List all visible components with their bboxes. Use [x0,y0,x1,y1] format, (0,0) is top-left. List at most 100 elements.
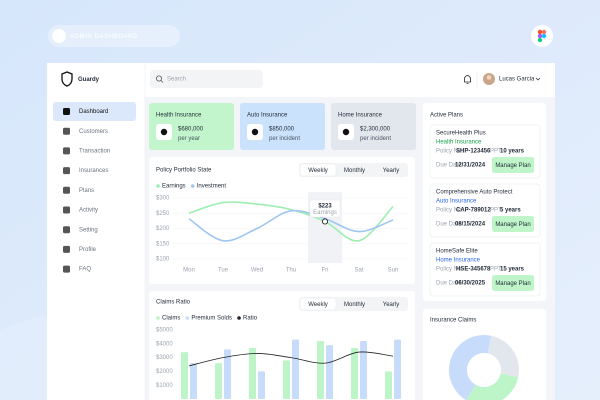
legend-label: Claims [162,316,180,322]
portfolio-panel [149,157,415,284]
portfolio-title: Policy Portfolio State [156,168,212,174]
x-tick-label: Mon [183,268,195,274]
plan-ppt-label: PPT: [490,149,503,155]
legend-swatch [185,316,190,320]
summary-card-title: Health Insurance [156,113,202,119]
summary-card-value: $850,000 [269,127,295,133]
menu-icon [63,147,70,155]
menu-item[interactable]: Dashboard [79,109,108,115]
bell-icon[interactable] [464,75,471,84]
plan-ppt: 5 years [500,208,521,214]
plan-due-label: Due Date: [436,281,463,287]
menu-item[interactable]: FAQ [79,267,91,273]
plan-name: Comprehensive Auto Protect [436,190,513,196]
bar [181,352,188,399]
manage-plan-button[interactable] [492,157,534,173]
tab-active [299,297,337,311]
brand-name: Guardy [78,77,100,83]
y-tick-label: $200 [156,226,170,232]
bar [215,363,222,399]
summary-card-value: $2,300,000 [360,127,391,133]
summary-card-period: per year [178,136,200,142]
menu-item[interactable]: Transaction [79,148,110,154]
bar [394,339,401,399]
manage-plan-label[interactable]: Manage Plan [495,222,530,228]
plan-due-label: Due Date: [436,163,463,169]
menu-item[interactable]: Plans [79,188,94,194]
user-name[interactable]: Lucas Garcia [499,77,535,83]
series-line [188,201,394,242]
manage-plan-button[interactable] [492,275,534,291]
plan-name: HomeSafe Elite [436,249,478,255]
tab[interactable]: Weekly [308,168,328,174]
menu-item[interactable]: Activity [79,208,98,214]
plan-ppt: 15 years [500,267,525,273]
active-plans-title: Active Plans [430,113,463,119]
bar [385,371,392,399]
bar [292,339,299,399]
manage-plan-label[interactable]: Manage Plan [495,163,530,169]
y-tick-label: $4000 [156,341,173,347]
user-menu-chevron[interactable] [535,77,541,81]
plan-policy-no: HSE-345678 [456,267,491,273]
manage-plan-button[interactable] [492,216,534,232]
tooltip-point [321,218,329,225]
summary-card-icon [160,128,168,136]
plan-due-date: 12/31/2024 [455,163,486,169]
bar [258,371,265,399]
summary-card-title: Auto Insurance [247,113,288,119]
plan-due-date: 08/15/2024 [455,222,486,228]
bar [249,347,256,399]
menu-icon [63,167,70,175]
badge [48,25,180,47]
bar [360,341,367,399]
menu-icon [63,108,70,115]
bar [326,345,333,399]
donut-slice [487,335,519,378]
x-tick-label: Fri [322,268,329,274]
figma-icon [537,29,547,43]
tab-active [299,163,337,177]
search-icon [160,80,164,83]
menu-icon [63,127,70,135]
y-tick-label: $300 [156,196,170,202]
y-tick-label: $2000 [156,369,173,375]
tab[interactable]: Yearly [383,302,399,308]
tooltip-series: Earnings [313,210,337,216]
series-line [188,209,394,242]
ratio-line [188,351,394,367]
plan-policy-label: Policy No: [436,149,463,155]
insurance-claims-title: Insurance Claims [430,318,476,324]
summary-card-title: Home Insurance [338,113,383,119]
plan-policy-no: CAP-789012 [456,208,491,214]
plan-due-date: 06/30/2025 [455,281,486,287]
y-tick-label: $100 [156,257,170,263]
y-tick-label: $250 [156,211,170,217]
manage-plan-label[interactable]: Manage Plan [495,281,530,287]
menu-icon [63,186,70,194]
legend-label: Investment [197,184,227,190]
menu-item[interactable]: Profile [79,247,97,253]
search-box[interactable] [150,70,263,88]
tab[interactable]: Monthly [344,168,365,174]
menu-item[interactable]: Setting [79,227,98,233]
x-tick-label: Tue [218,268,229,274]
legend-swatch [190,184,195,188]
plan-category: Auto Insurance [436,199,477,205]
legend-swatch [156,316,160,320]
search-icon [155,75,162,82]
claims-title: Claims Ratio [156,300,191,306]
menu-item[interactable]: Insurances [79,168,108,174]
tab[interactable]: Weekly [308,302,328,308]
bar [283,360,290,399]
y-tick-label: $150 [156,241,170,247]
tab[interactable]: Yearly [383,168,399,174]
plan-ppt-label: PPT: [490,267,503,273]
tab[interactable]: Monthly [344,302,365,308]
menu-item[interactable]: Customers [79,129,108,135]
menu-icon [63,206,70,214]
y-tick-label: $5000 [156,328,173,334]
x-tick-label: Thu [286,268,296,274]
summary-card-period: per incident [360,136,391,142]
menu-icon [63,265,70,273]
